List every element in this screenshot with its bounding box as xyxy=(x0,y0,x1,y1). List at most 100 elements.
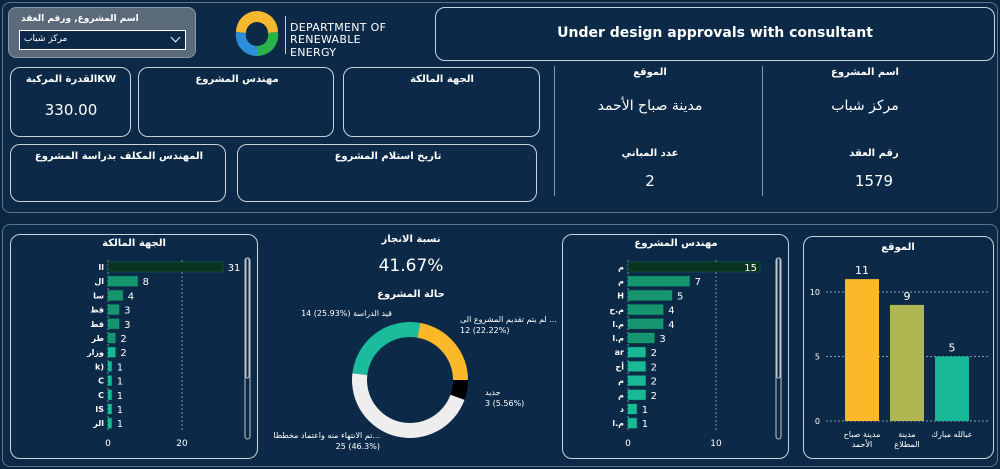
donut-slice xyxy=(352,373,465,438)
bar xyxy=(627,289,673,301)
donut-slice xyxy=(352,322,421,376)
scrollbar-thumb xyxy=(776,257,781,379)
logo-text-2: RENEWABLE ENERGY xyxy=(290,33,361,59)
bar xyxy=(107,403,113,415)
data-label: 2 xyxy=(651,377,657,388)
data-label: 1 xyxy=(642,419,648,430)
category-label: الأحمد xyxy=(852,439,873,449)
x-tick-label: 20 xyxy=(176,439,188,449)
data-label: 4 xyxy=(668,320,674,331)
data-label: 1 xyxy=(117,391,123,402)
engineer-chart-card xyxy=(562,234,789,459)
category-label: قط xyxy=(90,320,104,329)
data-label: 11 xyxy=(855,264,869,277)
bar xyxy=(107,346,116,358)
bar xyxy=(627,360,647,372)
bar xyxy=(627,275,691,287)
bar xyxy=(107,332,116,344)
slice-value: 12 (22.22%) xyxy=(460,326,509,335)
study-engineer-label: المهندس المكلف بدراسة المشروع xyxy=(34,151,204,162)
slice-label: جديد xyxy=(485,388,501,397)
category-label: طر xyxy=(90,334,104,343)
bar xyxy=(627,375,647,387)
data-label: 8 xyxy=(143,277,149,288)
status-title-card: Under design approvals with consultant xyxy=(435,7,995,61)
project-slicer: اسم المشروع, ورقم العقد مركز شباب xyxy=(8,7,196,58)
bar xyxy=(107,304,120,316)
location-value: مدينة صباح الأحمد xyxy=(597,98,703,114)
owner-card: الجهة المالكة xyxy=(343,67,540,137)
bar xyxy=(107,360,113,372)
data-label: 2 xyxy=(651,362,657,373)
contract-value: 1579 xyxy=(854,172,894,190)
owner-chart-card xyxy=(10,234,258,459)
slice-value: 25 (46.3%) xyxy=(336,442,380,451)
bar xyxy=(107,375,113,387)
category-label: م.ا xyxy=(612,320,624,329)
data-label: 1 xyxy=(117,362,123,373)
bar xyxy=(627,403,638,415)
bar xyxy=(627,318,664,330)
bar xyxy=(627,332,655,344)
capacity-value: 330.00 xyxy=(44,101,98,119)
location-chart-card xyxy=(803,236,994,459)
data-label: 9 xyxy=(904,290,911,303)
category-label: اا xyxy=(99,263,105,272)
data-label: 1 xyxy=(642,405,648,416)
category-label: م xyxy=(618,277,624,286)
handover-date-label: تاريخ استلام المشروع xyxy=(334,151,442,162)
slicer-label: اسم المشروع, ورقم العقد xyxy=(21,14,139,24)
scrollbar-thumb xyxy=(245,257,250,379)
slice-label: لم يتم تقديم المشروع الى ... xyxy=(460,315,557,324)
category-label: أح xyxy=(615,361,624,371)
bar xyxy=(107,275,139,287)
category-label: ال xyxy=(94,277,104,286)
category-label: م.ا xyxy=(612,419,624,428)
bar xyxy=(627,261,761,273)
bar xyxy=(107,417,113,429)
bar xyxy=(935,356,969,421)
bar xyxy=(627,346,647,358)
category-label: المطلاع xyxy=(894,440,919,449)
category-label: وزار xyxy=(86,348,104,357)
bar xyxy=(107,318,120,330)
data-label: 7 xyxy=(695,277,701,288)
department-logo: DEPARTMENT OF RENEWABLE ENERGY xyxy=(232,10,402,60)
x-tick-label: 10 xyxy=(710,439,722,449)
project-name-value: مركز شباب xyxy=(831,98,899,114)
data-label: 5 xyxy=(677,291,683,302)
study-engineer-card: المهندس المكلف بدراسة المشروع xyxy=(10,144,226,202)
y-tick-label: 0 xyxy=(815,417,820,426)
category-label: م.ح xyxy=(609,306,624,315)
location-label: الموقع xyxy=(633,67,667,78)
bar xyxy=(627,304,664,316)
category-label: الر xyxy=(92,419,104,428)
capacity-label: القدرة المركبةKW xyxy=(25,74,117,85)
bar xyxy=(627,389,647,401)
data-label: 4 xyxy=(128,291,134,302)
slicer-dropdown[interactable]: مركز شباب xyxy=(19,30,186,50)
category-label: عبالله مبارك xyxy=(931,430,972,439)
data-label: 2 xyxy=(120,348,126,359)
category-label: C xyxy=(98,377,104,386)
donut-slice xyxy=(417,322,468,380)
category-label: م xyxy=(618,377,624,386)
bar xyxy=(627,417,638,429)
category-label: k) xyxy=(95,362,104,371)
handover-date-card: تاريخ استلام المشروع xyxy=(237,144,537,202)
x-tick-label: 0 xyxy=(105,439,111,449)
chart-title: الجهة المالكة xyxy=(102,238,166,249)
buildings-value: 2 xyxy=(645,172,655,190)
category-label: مدينة xyxy=(898,430,915,439)
data-label: 4 xyxy=(668,306,674,317)
capacity-card: القدرة المركبةKW 330.00 xyxy=(10,67,131,137)
data-label: 3 xyxy=(659,334,665,345)
category-label: C xyxy=(98,391,104,400)
data-label: 31 xyxy=(228,263,241,274)
bar xyxy=(845,279,879,421)
data-label: 1 xyxy=(117,405,123,416)
category-label: م xyxy=(618,391,624,400)
progress-label: نسبة الانجاز xyxy=(381,234,441,245)
contract-label: رقم العقد xyxy=(849,148,899,159)
